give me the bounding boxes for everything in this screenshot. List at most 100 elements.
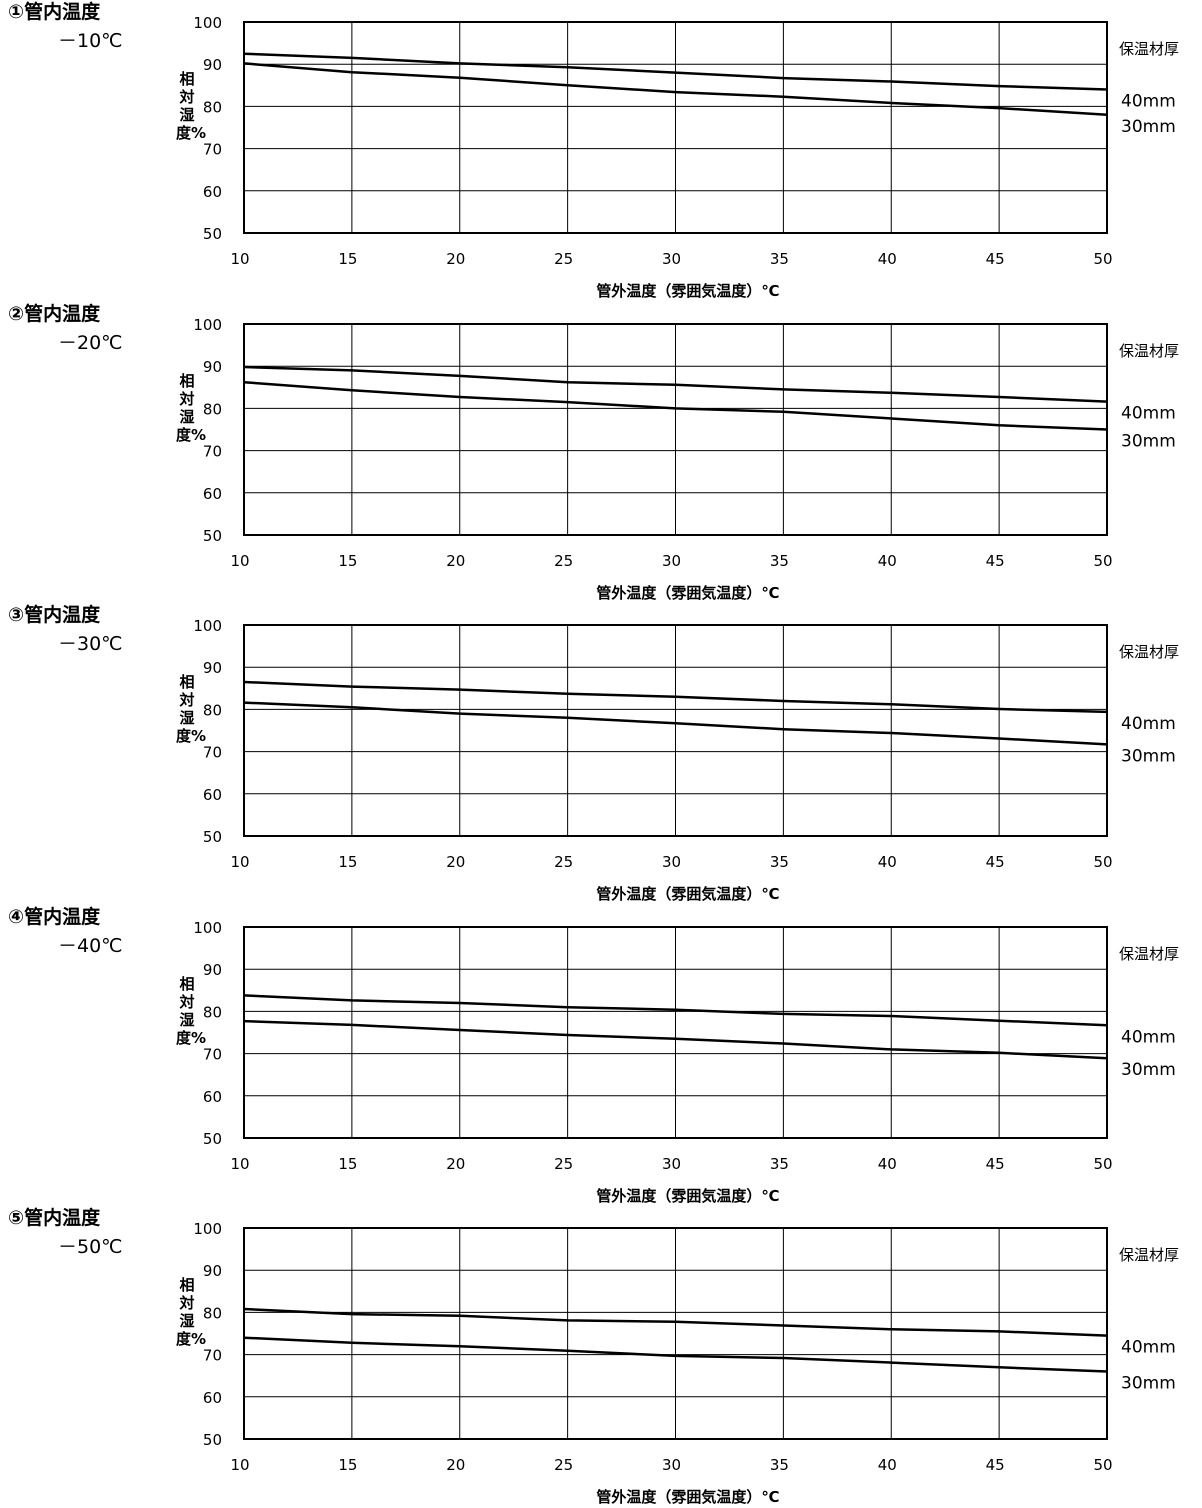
x-tick-label: 25 <box>554 1155 573 1173</box>
x-tick-label: 20 <box>446 1155 465 1173</box>
x-tick-label: 15 <box>338 853 357 871</box>
y-tick-label: 90 <box>203 659 222 677</box>
series-label: 30mm <box>1121 746 1176 766</box>
legend-title: 保温材厚 <box>1119 643 1179 661</box>
x-tick-label: 10 <box>230 1456 249 1474</box>
y-tick-label: 90 <box>203 358 222 376</box>
y-tick-label: 50 <box>203 1431 222 1449</box>
legend-title: 保温材厚 <box>1119 1246 1179 1264</box>
x-tick-label: 15 <box>338 1456 357 1474</box>
y-tick-label: 100 <box>193 919 222 937</box>
y-tick-label: 70 <box>203 443 222 461</box>
legend-title: 保温材厚 <box>1119 945 1179 963</box>
chart-svg: 10 15 20 25 30 35 40 45 50 50 60 70 80 90 100 管外温度（雰囲気温… <box>0 1206 1202 1507</box>
x-tick-label: 15 <box>338 552 357 570</box>
x-tick-label: 35 <box>770 552 789 570</box>
y-tick-label: 90 <box>203 961 222 979</box>
y-tick-label: 80 <box>203 701 222 719</box>
y-tick-label: 50 <box>203 828 222 846</box>
y-tick-label: 100 <box>193 14 222 32</box>
x-tick-label: 45 <box>986 1155 1005 1173</box>
x-tick-label: 45 <box>986 1456 1005 1474</box>
x-tick-label: 50 <box>1093 250 1112 268</box>
series-label: 30mm <box>1121 1060 1176 1080</box>
x-axis-label: 管外温度（雰囲気温度）℃ <box>596 282 779 300</box>
x-tick-label: 30 <box>662 1155 681 1173</box>
chart-panel: ③管内温度 －30℃ 相対湿度% 10 15 20 25 30 35 40 45 50 50 60 70 80… <box>0 603 1202 904</box>
y-tick-label: 90 <box>203 56 222 74</box>
chart-panel: ⑤管内温度 －50℃ 相対湿度% 10 15 20 25 30 35 40 45 50 50 60 70 80… <box>0 1206 1202 1507</box>
y-tick-label: 70 <box>203 1046 222 1064</box>
x-tick-label: 15 <box>338 250 357 268</box>
x-tick-label: 45 <box>986 552 1005 570</box>
y-tick-label: 100 <box>193 617 222 635</box>
series-label: 40mm <box>1121 1338 1176 1358</box>
x-tick-label: 45 <box>986 250 1005 268</box>
y-tick-label: 60 <box>203 1088 222 1106</box>
x-tick-label: 30 <box>662 552 681 570</box>
y-tick-label: 70 <box>203 1347 222 1365</box>
x-tick-label: 25 <box>554 1456 573 1474</box>
x-tick-label: 45 <box>986 853 1005 871</box>
x-tick-label: 20 <box>446 853 465 871</box>
x-tick-label: 35 <box>770 1155 789 1173</box>
series-label: 30mm <box>1121 1373 1176 1393</box>
x-tick-label: 30 <box>662 853 681 871</box>
y-tick-label: 70 <box>203 744 222 762</box>
y-tick-label: 100 <box>193 316 222 334</box>
legend-title: 保温材厚 <box>1119 40 1179 58</box>
y-tick-label: 60 <box>203 183 222 201</box>
y-tick-label: 80 <box>203 98 222 116</box>
x-tick-label: 35 <box>770 250 789 268</box>
x-axis-label: 管外温度（雰囲気温度）℃ <box>596 1488 779 1506</box>
x-tick-label: 10 <box>230 1155 249 1173</box>
y-tick-label: 50 <box>203 1130 222 1148</box>
x-tick-label: 35 <box>770 853 789 871</box>
chart-panel: ②管内温度 －20℃ 相対湿度% 10 15 20 25 30 35 40 45 50 50 60 70 80… <box>0 302 1202 603</box>
series-label: 40mm <box>1121 404 1176 424</box>
x-tick-label: 35 <box>770 1456 789 1474</box>
y-tick-label: 90 <box>203 1262 222 1280</box>
chart-svg: 10 15 20 25 30 35 40 45 50 50 60 70 80 90 100 管外温度（雰囲気温… <box>0 0 1202 301</box>
x-tick-label: 40 <box>878 1155 897 1173</box>
x-tick-label: 25 <box>554 250 573 268</box>
y-tick-label: 50 <box>203 225 222 243</box>
series-label: 40mm <box>1121 92 1176 112</box>
y-tick-label: 80 <box>203 400 222 418</box>
x-tick-label: 30 <box>662 1456 681 1474</box>
x-tick-label: 20 <box>446 552 465 570</box>
x-tick-label: 10 <box>230 853 249 871</box>
x-tick-label: 10 <box>230 552 249 570</box>
x-tick-label: 25 <box>554 853 573 871</box>
series-label: 40mm <box>1121 1027 1176 1047</box>
y-tick-label: 80 <box>203 1003 222 1021</box>
x-tick-label: 50 <box>1093 552 1112 570</box>
chart-panel: ①管内温度 －10℃ 相対湿度% 10 15 20 25 30 35 40 45 50 50 60 70 80… <box>0 0 1202 301</box>
chart-panel: ④管内温度 －40℃ 相対湿度% 10 15 20 25 30 35 40 45 50 50 60 70 80… <box>0 905 1202 1206</box>
y-tick-label: 60 <box>203 1389 222 1407</box>
x-tick-label: 10 <box>230 250 249 268</box>
y-tick-label: 80 <box>203 1304 222 1322</box>
legend-title: 保温材厚 <box>1119 342 1179 360</box>
x-tick-label: 40 <box>878 853 897 871</box>
y-tick-label: 60 <box>203 485 222 503</box>
x-axis-label: 管外温度（雰囲気温度）℃ <box>596 1187 779 1205</box>
x-tick-label: 25 <box>554 552 573 570</box>
x-tick-label: 40 <box>878 552 897 570</box>
x-tick-label: 50 <box>1093 1155 1112 1173</box>
x-tick-label: 40 <box>878 1456 897 1474</box>
x-tick-label: 30 <box>662 250 681 268</box>
chart-svg: 10 15 20 25 30 35 40 45 50 50 60 70 80 90 100 管外温度（雰囲気温… <box>0 603 1202 904</box>
series-label: 30mm <box>1121 432 1176 452</box>
y-tick-label: 60 <box>203 786 222 804</box>
x-tick-label: 50 <box>1093 1456 1112 1474</box>
x-tick-label: 50 <box>1093 853 1112 871</box>
series-label: 30mm <box>1121 117 1176 137</box>
y-tick-label: 50 <box>203 527 222 545</box>
x-axis-label: 管外温度（雰囲気温度）℃ <box>596 584 779 602</box>
x-axis-label: 管外温度（雰囲気温度）℃ <box>596 885 779 903</box>
x-tick-label: 15 <box>338 1155 357 1173</box>
x-tick-label: 20 <box>446 250 465 268</box>
x-tick-label: 40 <box>878 250 897 268</box>
